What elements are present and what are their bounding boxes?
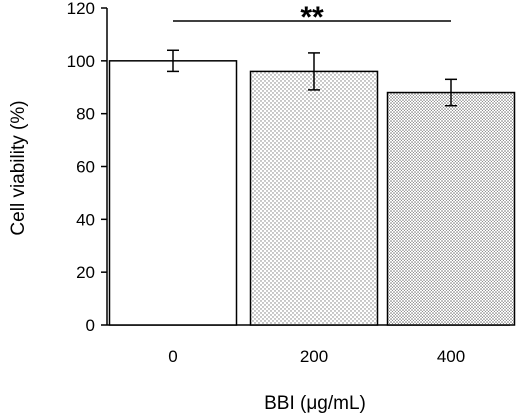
x-tick-label: 200 bbox=[300, 347, 328, 366]
bar bbox=[386, 91, 516, 326]
plot-area: 0 20 40 60 80 100 120 0 200 400 ** bbox=[67, 0, 516, 366]
x-tick-label: 0 bbox=[168, 347, 177, 366]
bar bbox=[108, 60, 238, 326]
y-tick-label: 80 bbox=[76, 105, 95, 124]
x-axis-title: BBI (μg/mL) bbox=[264, 393, 366, 414]
y-tick-label: 100 bbox=[67, 52, 95, 71]
y-tick-label: 40 bbox=[76, 210, 95, 229]
y-tick-label: 0 bbox=[86, 316, 95, 335]
bar bbox=[249, 70, 379, 326]
y-tick-label: 120 bbox=[67, 0, 95, 18]
x-tick-label: 400 bbox=[437, 347, 465, 366]
y-tick-label: 60 bbox=[76, 158, 95, 177]
significance-label: ** bbox=[300, 1, 324, 34]
y-axis-title: Cell viability (%) bbox=[8, 100, 29, 235]
y-tick-label: 20 bbox=[76, 263, 95, 282]
